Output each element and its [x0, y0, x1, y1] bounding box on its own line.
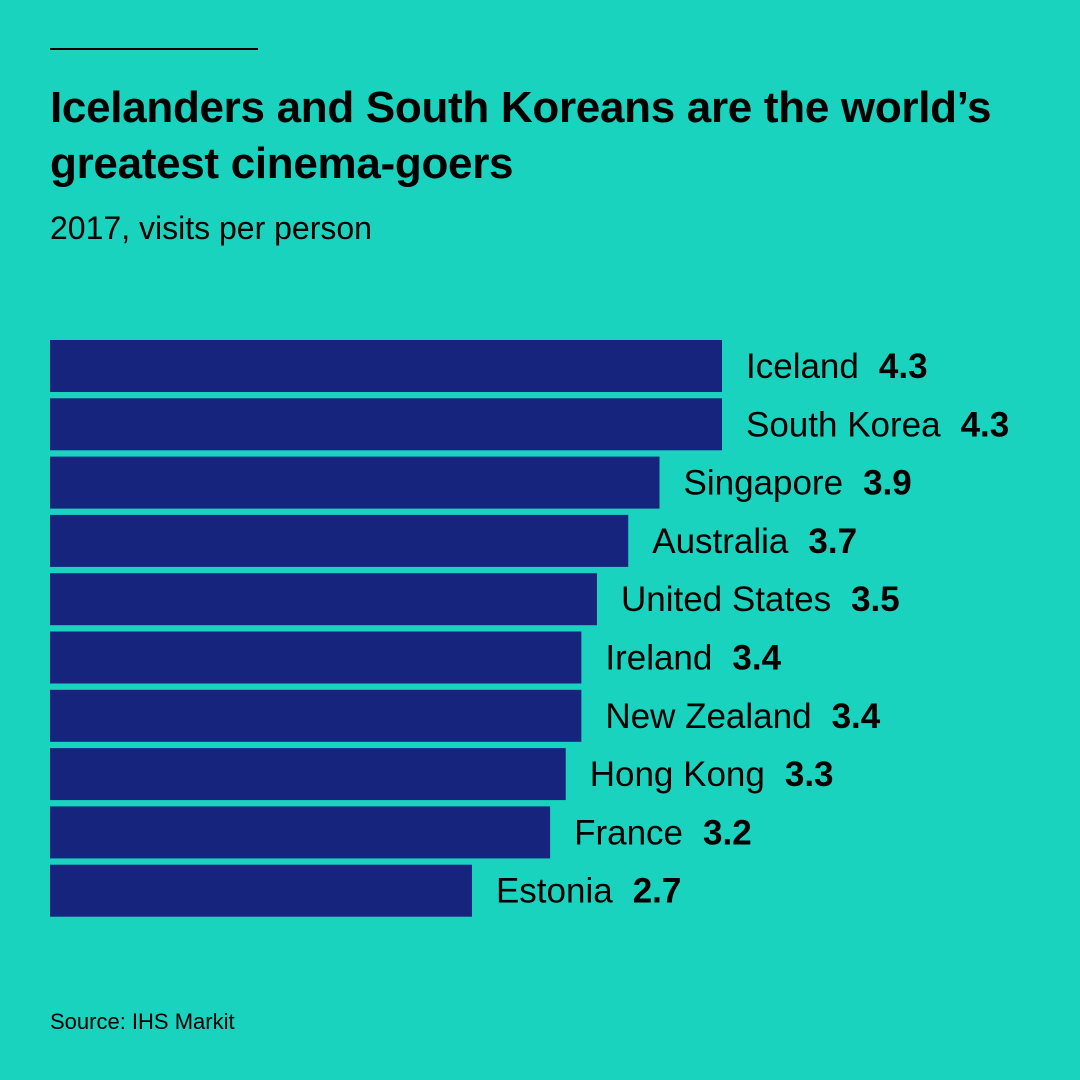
- bar-label-iceland: Iceland 4.3: [746, 347, 928, 386]
- title-rule: [50, 48, 258, 50]
- bar-estonia: [50, 864, 472, 917]
- value-label: 2.7: [633, 872, 682, 911]
- value-label: 3.7: [808, 522, 857, 561]
- bar-label-ireland: Ireland 3.4: [605, 639, 781, 678]
- bar-label-singapore: Singapore 3.9: [683, 464, 911, 503]
- bar-new-zealand: [50, 689, 582, 742]
- bar-label-estonia: Estonia 2.7: [496, 872, 681, 911]
- category-label: Ireland: [605, 639, 712, 678]
- bar-label-france: France 3.2: [574, 813, 752, 852]
- value-label: 4.3: [961, 405, 1010, 444]
- bar-iceland: [50, 340, 722, 392]
- value-label: 3.2: [703, 813, 752, 852]
- category-label: South Korea: [746, 405, 941, 444]
- value-label: 4.3: [879, 347, 928, 386]
- chart-title: Icelanders and South Koreans are the wor…: [50, 83, 992, 188]
- category-label: New Zealand: [605, 697, 811, 736]
- bar-label-australia: Australia 3.7: [652, 522, 857, 561]
- category-label: Hong Kong: [590, 755, 765, 794]
- source-note: Source: IHS Markit: [50, 1009, 235, 1034]
- bar-hong-kong: [50, 748, 566, 801]
- category-label: Iceland: [746, 347, 859, 386]
- bar-label-united-states: United States 3.5: [621, 580, 900, 619]
- bar-united-states: [50, 573, 597, 626]
- value-label: 3.3: [785, 755, 834, 794]
- bar-australia: [50, 514, 629, 567]
- category-label: Australia: [652, 522, 789, 561]
- value-label: 3.4: [832, 697, 881, 736]
- value-label: 3.5: [851, 580, 900, 619]
- value-label: 3.9: [863, 464, 912, 503]
- category-label: Singapore: [683, 464, 843, 503]
- bar-singapore: [50, 456, 660, 509]
- bar-ireland: [50, 631, 582, 684]
- category-label: United States: [621, 580, 831, 619]
- bar-label-hong-kong: Hong Kong 3.3: [590, 755, 834, 794]
- bar-label-south-korea: South Korea 4.3: [746, 405, 1009, 444]
- value-label: 3.4: [732, 639, 781, 678]
- category-label: France: [574, 813, 683, 852]
- chart-subtitle: 2017, visits per person: [50, 210, 372, 246]
- category-label: Estonia: [496, 872, 613, 911]
- bar-south-korea: [50, 398, 722, 451]
- bar-france: [50, 806, 551, 859]
- bar-label-new-zealand: New Zealand 3.4: [605, 697, 880, 736]
